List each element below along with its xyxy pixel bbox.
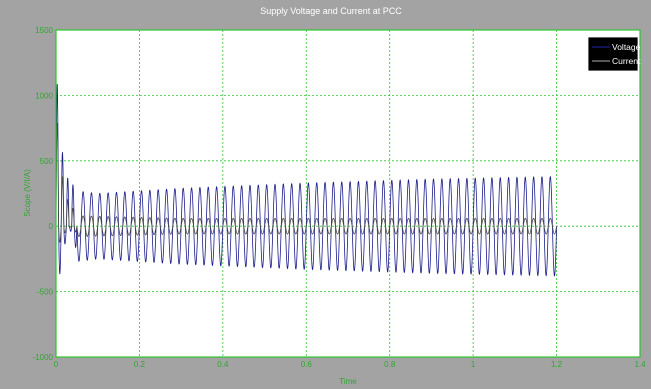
x-tick-labels: 0 0.2 0.4 0.6 0.8 1 1.2 1.4 xyxy=(54,360,646,369)
x-tick-label: 0.6 xyxy=(301,360,313,369)
x-axis-label: Time xyxy=(339,377,357,386)
plot-frame xyxy=(55,29,641,358)
y-tick-label: 1500 xyxy=(35,26,53,35)
y-tick-label: 500 xyxy=(40,157,54,166)
y-tick-label: 1000 xyxy=(35,91,53,100)
current-trace xyxy=(55,123,557,243)
legend-label-voltage: Voltage xyxy=(612,42,641,52)
legend-label-current: Current xyxy=(612,56,641,66)
x-tick-label: 0 xyxy=(54,360,59,369)
plot-area xyxy=(56,30,640,357)
x-tick-label: 0.2 xyxy=(134,360,146,369)
y-axis-label: Scope (V/I/A) xyxy=(23,169,32,217)
traces xyxy=(55,83,557,277)
y-tick-label: 0 xyxy=(49,222,54,231)
x-tick-label: 1 xyxy=(471,360,476,369)
y-tick-labels: 1500 1000 500 0 -500 -1000 xyxy=(33,26,54,362)
x-tick-label: 1.2 xyxy=(551,360,563,369)
x-tick-label: 0.8 xyxy=(384,360,396,369)
y-tick-label: -500 xyxy=(37,288,54,297)
legend: Voltage Current xyxy=(587,36,641,72)
legend-box xyxy=(587,36,639,72)
x-tick-label: 1.4 xyxy=(634,360,646,369)
chart-title: Supply Voltage and Current at PCC xyxy=(260,6,402,16)
x-tick-label: 0.4 xyxy=(217,360,229,369)
y-tick-label: -1000 xyxy=(33,353,54,362)
